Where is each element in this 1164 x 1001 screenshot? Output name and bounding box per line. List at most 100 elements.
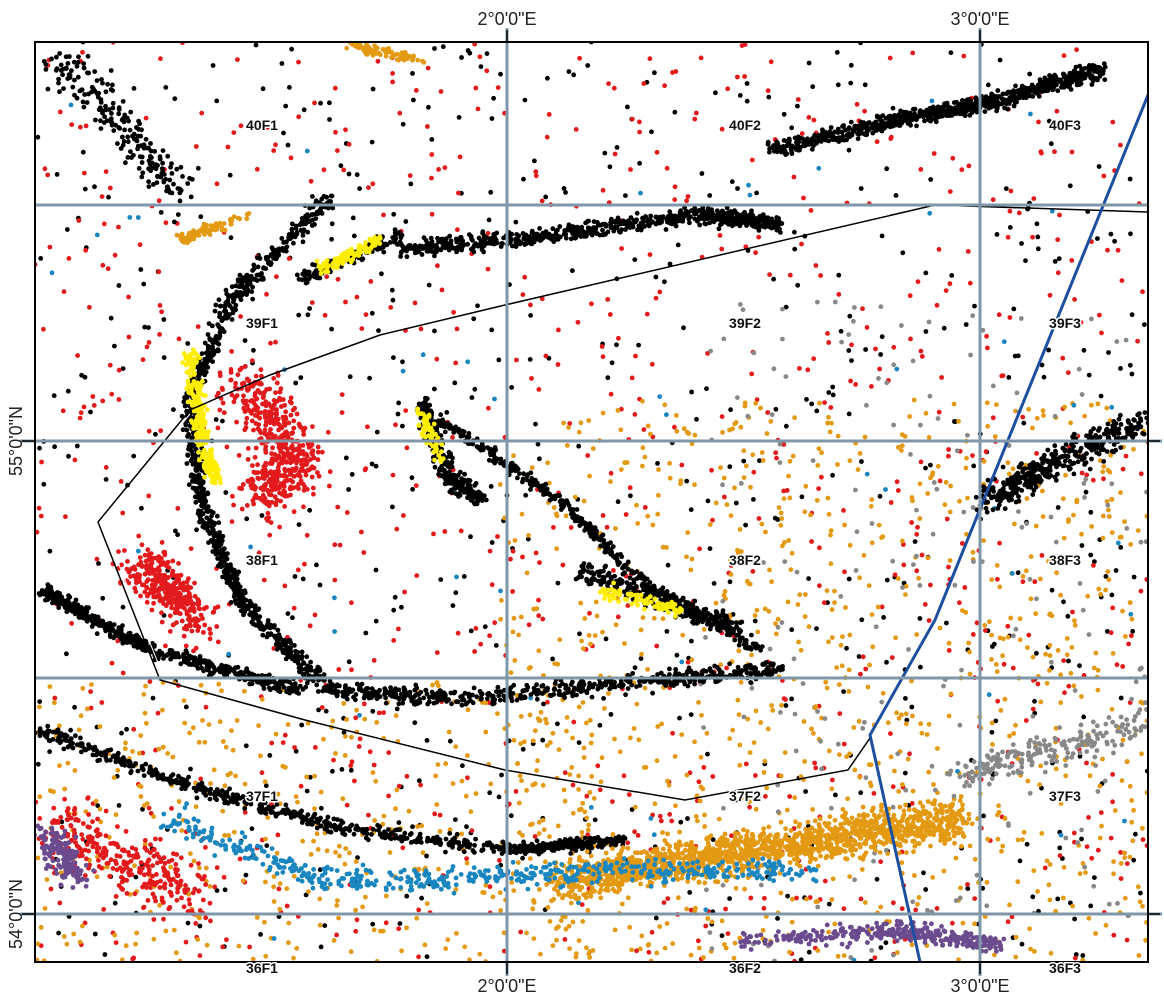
point: [280, 461, 285, 466]
point: [738, 93, 743, 98]
point: [450, 435, 455, 440]
point: [950, 156, 955, 161]
point: [613, 928, 618, 933]
point: [654, 296, 659, 301]
point: [119, 479, 124, 484]
point: [768, 647, 773, 652]
point: [995, 563, 1000, 568]
point: [173, 862, 178, 867]
point: [513, 538, 518, 543]
point: [826, 496, 831, 501]
point: [684, 554, 689, 559]
point: [287, 85, 292, 90]
point: [396, 627, 401, 632]
point: [146, 179, 151, 184]
point: [250, 463, 255, 468]
point: [587, 474, 592, 479]
point: [864, 403, 869, 408]
point: [622, 773, 627, 778]
point: [1043, 652, 1048, 657]
point: [246, 479, 251, 484]
point: [1128, 784, 1133, 789]
point: [148, 141, 153, 146]
point: [98, 724, 103, 729]
point: [730, 728, 735, 733]
point: [1123, 896, 1128, 901]
point: [918, 721, 923, 726]
point: [676, 243, 681, 248]
point: [907, 414, 912, 419]
point: [479, 64, 484, 69]
point: [595, 763, 600, 768]
point: [968, 281, 973, 286]
point: [182, 721, 187, 726]
point: [36, 856, 41, 861]
point: [55, 66, 60, 71]
point: [953, 583, 958, 588]
point: [989, 577, 994, 582]
point: [306, 889, 311, 894]
point: [401, 122, 406, 127]
point: [570, 736, 575, 741]
point: [765, 431, 770, 436]
point: [1062, 536, 1067, 541]
point: [534, 606, 539, 611]
point: [1057, 846, 1062, 851]
point: [706, 499, 711, 504]
point: [867, 663, 872, 668]
point: [840, 663, 845, 668]
point: [518, 930, 523, 935]
point: [315, 470, 320, 475]
point: [272, 398, 277, 403]
point: [432, 387, 437, 392]
point: [1047, 668, 1052, 673]
point: [261, 395, 266, 400]
point: [347, 851, 352, 856]
point: [453, 361, 458, 366]
point: [972, 921, 977, 926]
point: [650, 930, 655, 935]
point: [835, 50, 840, 55]
point: [894, 711, 899, 716]
point: [486, 406, 491, 411]
point: [520, 512, 525, 517]
point: [748, 193, 753, 198]
point: [562, 788, 567, 793]
point: [1038, 700, 1043, 705]
point: [353, 929, 358, 934]
point: [1060, 356, 1065, 361]
point: [361, 550, 366, 555]
point: [404, 925, 409, 930]
point: [662, 402, 667, 407]
point: [216, 426, 221, 431]
point: [875, 877, 880, 882]
point: [585, 453, 590, 458]
point: [1036, 120, 1041, 125]
point: [588, 790, 593, 795]
point: [63, 514, 68, 519]
point: [619, 246, 624, 251]
point: [881, 691, 886, 696]
point: [511, 453, 516, 458]
point: [174, 600, 179, 605]
point: [851, 319, 856, 324]
point: [972, 896, 977, 901]
point: [1054, 767, 1059, 772]
point: [245, 503, 250, 508]
point: [343, 862, 348, 867]
point: [585, 63, 590, 68]
point: [270, 445, 275, 450]
point: [1107, 577, 1112, 582]
point: [748, 750, 753, 755]
point: [938, 479, 943, 484]
point: [277, 525, 282, 530]
point: [1118, 490, 1123, 495]
point: [888, 731, 893, 736]
point: [889, 500, 894, 505]
point: [319, 806, 324, 811]
point: [904, 721, 909, 726]
point: [419, 823, 424, 828]
point: [968, 844, 973, 849]
point: [636, 737, 641, 742]
point: [244, 516, 249, 521]
